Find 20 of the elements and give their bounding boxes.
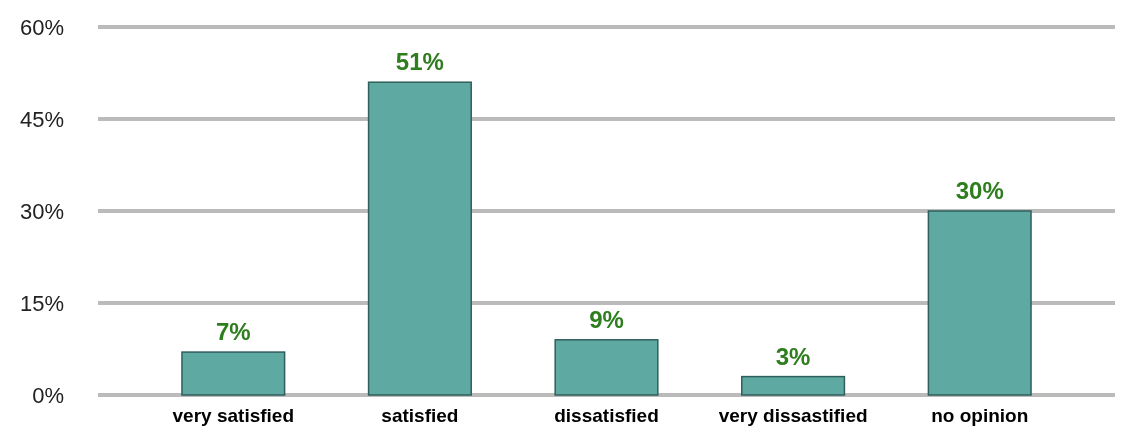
y-tick-label: 0% [32, 382, 64, 408]
x-tick-label: very satisfied [172, 405, 295, 427]
x-tick-label: dissatisfied [554, 405, 659, 427]
bar [367, 81, 472, 396]
data-label: 3% [775, 342, 811, 370]
y-tick-label: 30% [19, 198, 64, 224]
data-label: 30% [955, 177, 1004, 204]
y-tick-label: 60% [19, 14, 64, 40]
x-tick-label: satisfied [381, 405, 459, 427]
data-label: 9% [589, 305, 624, 333]
x-tick-label: very dissastified [718, 405, 868, 427]
bar [927, 210, 1032, 396]
bar [181, 351, 286, 396]
x-tick-label: no opinion [931, 405, 1029, 427]
data-label: 7% [215, 318, 251, 346]
y-tick-label: 45% [19, 106, 64, 132]
y-tick-label: 15% [19, 290, 64, 316]
bar [741, 375, 846, 396]
data-label: 51% [395, 48, 444, 76]
bar [554, 339, 659, 396]
